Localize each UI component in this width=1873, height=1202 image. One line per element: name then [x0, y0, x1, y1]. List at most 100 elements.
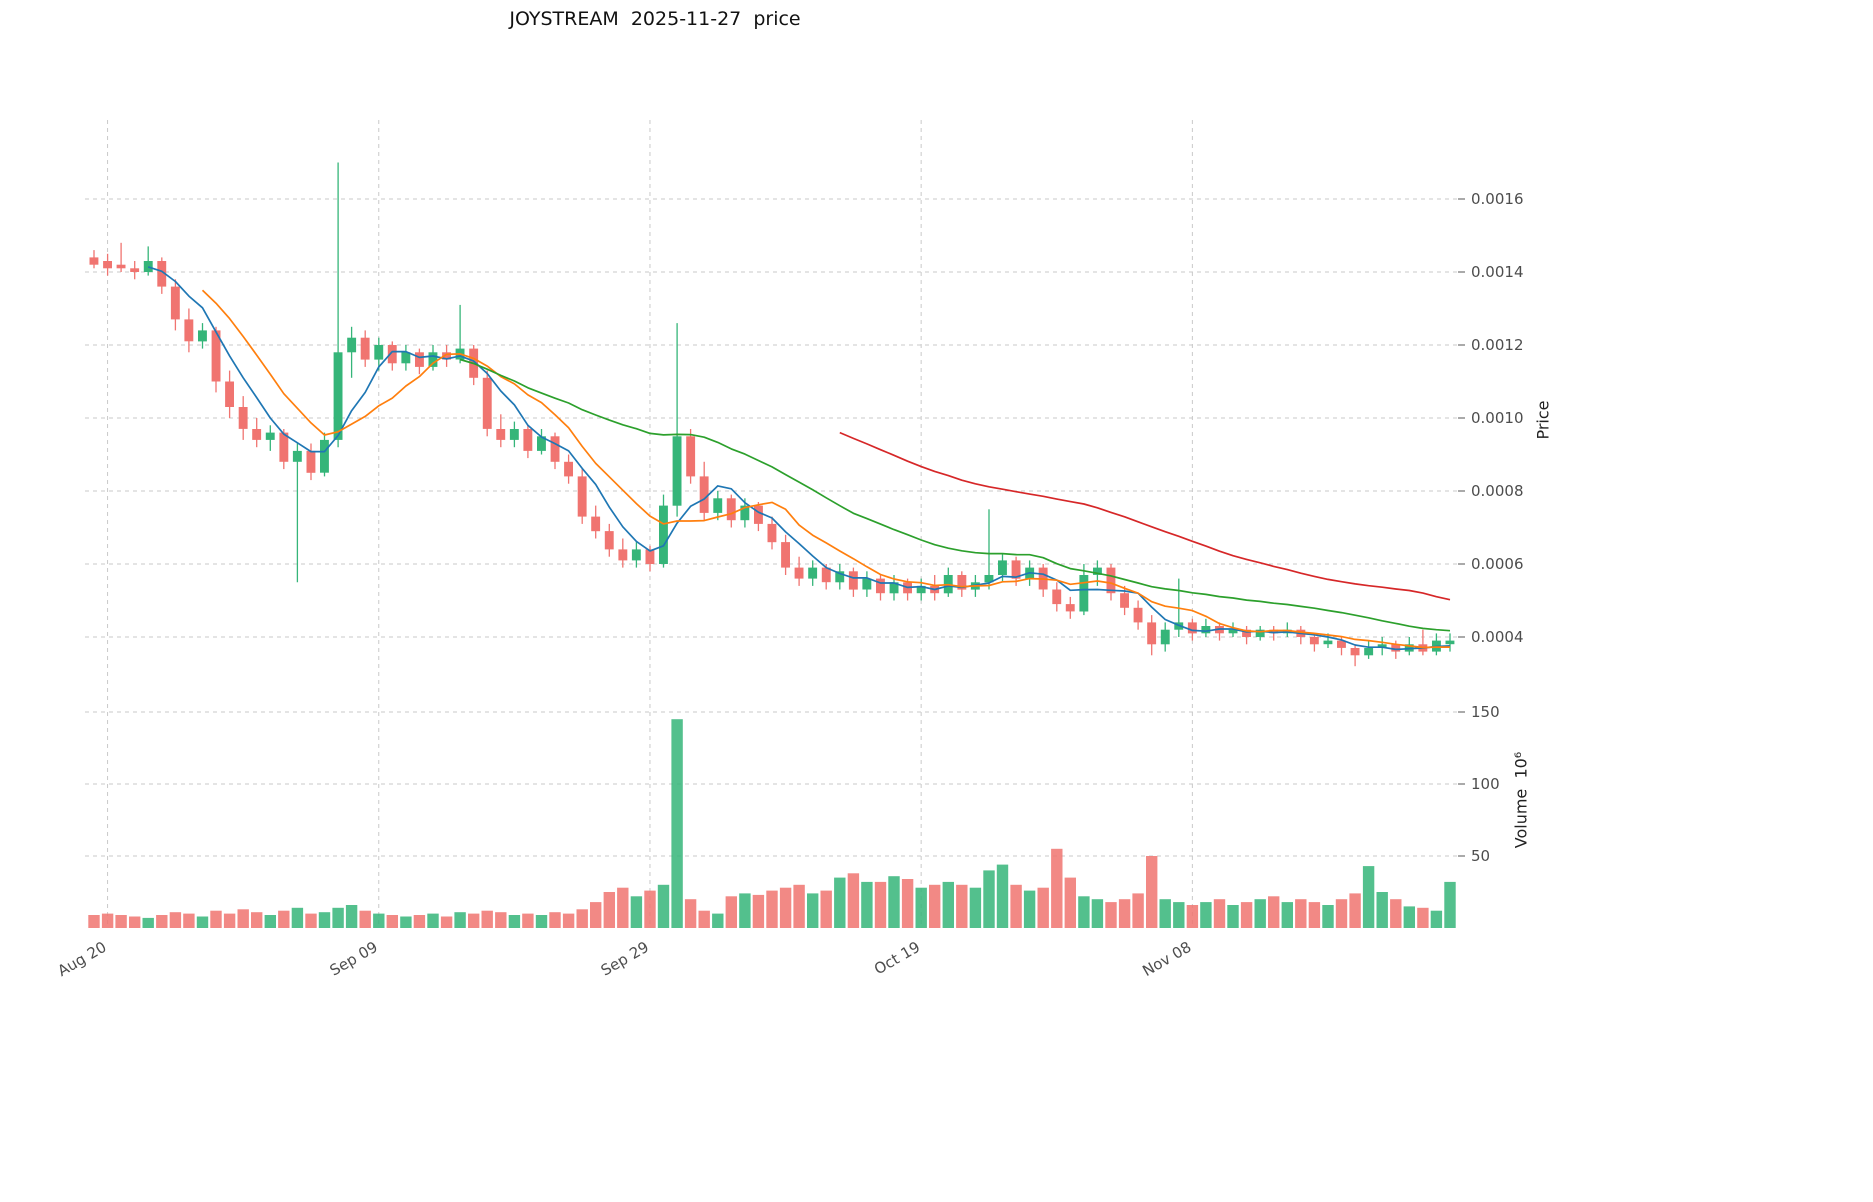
volume-bar [1349, 893, 1361, 928]
volume-bar [481, 910, 493, 928]
volume-bar [535, 915, 548, 928]
volume-bar [752, 894, 765, 928]
volume-bar [739, 893, 751, 928]
candle-body [482, 377, 492, 429]
volume-bar [1227, 905, 1239, 928]
moving-averages [147, 266, 1451, 651]
volume-bar [1254, 899, 1266, 928]
candle-body [1120, 593, 1129, 608]
volume-bar [1281, 902, 1293, 928]
candle-body [442, 352, 451, 360]
volume-bar [345, 905, 358, 928]
candle-body [1093, 567, 1102, 575]
volume-bar [861, 881, 873, 928]
candle-body [170, 286, 180, 320]
candle-body [1337, 640, 1346, 648]
volume-bar [590, 902, 602, 928]
volume-bar [318, 912, 331, 928]
candle-body [428, 352, 438, 367]
ma-line-MA28 [459, 358, 1451, 632]
candle-body [1323, 640, 1333, 645]
volume-bar [1023, 890, 1036, 928]
candle-body [1377, 644, 1387, 648]
candle-body [984, 575, 994, 583]
volume-bar [183, 913, 195, 928]
volume-bar [807, 893, 819, 928]
candle-body [157, 261, 167, 287]
candle-body [225, 381, 234, 407]
volume-bar [1105, 902, 1117, 928]
candle-body [564, 461, 573, 477]
volume-bar [576, 909, 588, 928]
volume-bar [820, 890, 832, 928]
price-tick-label: 0.0004 [1471, 628, 1524, 646]
candle-body [808, 567, 818, 579]
price-axis-label: Price [1533, 400, 1553, 440]
candle-body [1160, 629, 1170, 645]
candle-body [1133, 607, 1143, 623]
volume-bar [1390, 899, 1402, 928]
volume-bar [1308, 902, 1321, 928]
volume-bar [373, 913, 385, 928]
volume-bar [657, 884, 670, 928]
date-tick-label: Sep 09 [327, 938, 381, 980]
volume-bar [1335, 899, 1348, 928]
candle-body [957, 575, 967, 590]
candle-body [876, 578, 885, 594]
volume-bar [766, 890, 778, 928]
candle-body [577, 476, 587, 517]
volume-bar [915, 887, 927, 928]
volume-bar [129, 916, 141, 928]
volume-bar [1417, 907, 1429, 928]
volume-bar [847, 873, 860, 928]
volume-bar [88, 915, 100, 928]
volume-bar [359, 910, 371, 928]
ma-line-MA56 [839, 431, 1451, 601]
candle-body [1052, 589, 1062, 605]
candle-body [754, 505, 763, 524]
candle-body [211, 330, 221, 382]
date-tick-label: Sep 29 [598, 938, 652, 980]
candle-body [401, 352, 411, 364]
volume-bar [210, 910, 222, 928]
volume-bar [1132, 893, 1144, 928]
volume-bar [834, 877, 846, 928]
volume-bar [400, 916, 412, 928]
volume-bar [901, 879, 914, 928]
candles [89, 162, 1455, 667]
candle-body [672, 436, 682, 506]
volume-bar [942, 881, 954, 928]
candle-body [333, 352, 343, 440]
volume-bar [142, 917, 154, 928]
volume-bar [1118, 899, 1131, 928]
volume-bar [101, 913, 114, 928]
candle-body [550, 436, 560, 462]
volume-bar [1295, 899, 1307, 928]
volume-bar [251, 912, 263, 928]
candle-body [1269, 629, 1279, 634]
candle-body [713, 498, 723, 513]
candle-body [591, 516, 601, 532]
candle-body [1147, 622, 1157, 645]
volume-bar [1200, 902, 1212, 928]
volume-bar [956, 884, 968, 928]
candle-body [1242, 629, 1251, 637]
date-tick-label: Aug 20 [55, 938, 110, 980]
candle-body [184, 319, 194, 342]
volume-bar [969, 887, 982, 928]
volume-bar [929, 884, 941, 928]
volume-bar [1064, 877, 1076, 928]
candle-body [360, 337, 370, 360]
volume-bar [725, 896, 737, 928]
candle-body [1065, 604, 1075, 612]
volume-bar [1173, 902, 1185, 928]
volume-bar [712, 913, 724, 928]
candle-body [537, 436, 546, 451]
volume-bar [1240, 902, 1253, 928]
volume-bar [1091, 899, 1104, 928]
candle-body [835, 571, 845, 583]
volume-bar [196, 916, 209, 928]
candle-body [198, 330, 207, 342]
